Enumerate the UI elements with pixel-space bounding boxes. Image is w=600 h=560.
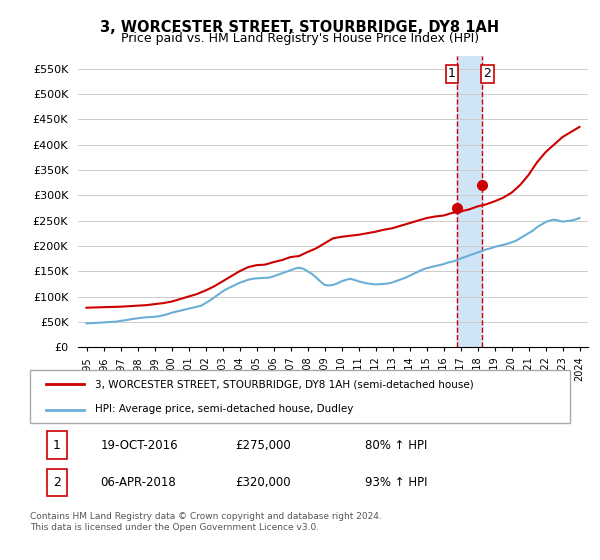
- Text: 1: 1: [448, 67, 456, 80]
- Text: 1: 1: [53, 438, 61, 451]
- FancyBboxPatch shape: [47, 431, 67, 459]
- Text: 93% ↑ HPI: 93% ↑ HPI: [365, 477, 427, 489]
- Text: HPI: Average price, semi-detached house, Dudley: HPI: Average price, semi-detached house,…: [95, 404, 353, 414]
- Text: 2: 2: [483, 67, 491, 80]
- Text: Price paid vs. HM Land Registry's House Price Index (HPI): Price paid vs. HM Land Registry's House …: [121, 32, 479, 45]
- Text: £320,000: £320,000: [235, 477, 291, 489]
- Text: 80% ↑ HPI: 80% ↑ HPI: [365, 438, 427, 451]
- Text: 06-APR-2018: 06-APR-2018: [100, 477, 176, 489]
- Text: £275,000: £275,000: [235, 438, 291, 451]
- FancyBboxPatch shape: [30, 370, 570, 423]
- Text: 2: 2: [53, 477, 61, 489]
- Text: Contains HM Land Registry data © Crown copyright and database right 2024.
This d: Contains HM Land Registry data © Crown c…: [30, 512, 382, 532]
- Bar: [457, 56, 482, 347]
- Text: 3, WORCESTER STREET, STOURBRIDGE, DY8 1AH (semi-detached house): 3, WORCESTER STREET, STOURBRIDGE, DY8 1A…: [95, 380, 473, 390]
- Text: 19-OCT-2016: 19-OCT-2016: [100, 438, 178, 451]
- Text: 3, WORCESTER STREET, STOURBRIDGE, DY8 1AH: 3, WORCESTER STREET, STOURBRIDGE, DY8 1A…: [100, 20, 500, 35]
- FancyBboxPatch shape: [47, 469, 67, 496]
